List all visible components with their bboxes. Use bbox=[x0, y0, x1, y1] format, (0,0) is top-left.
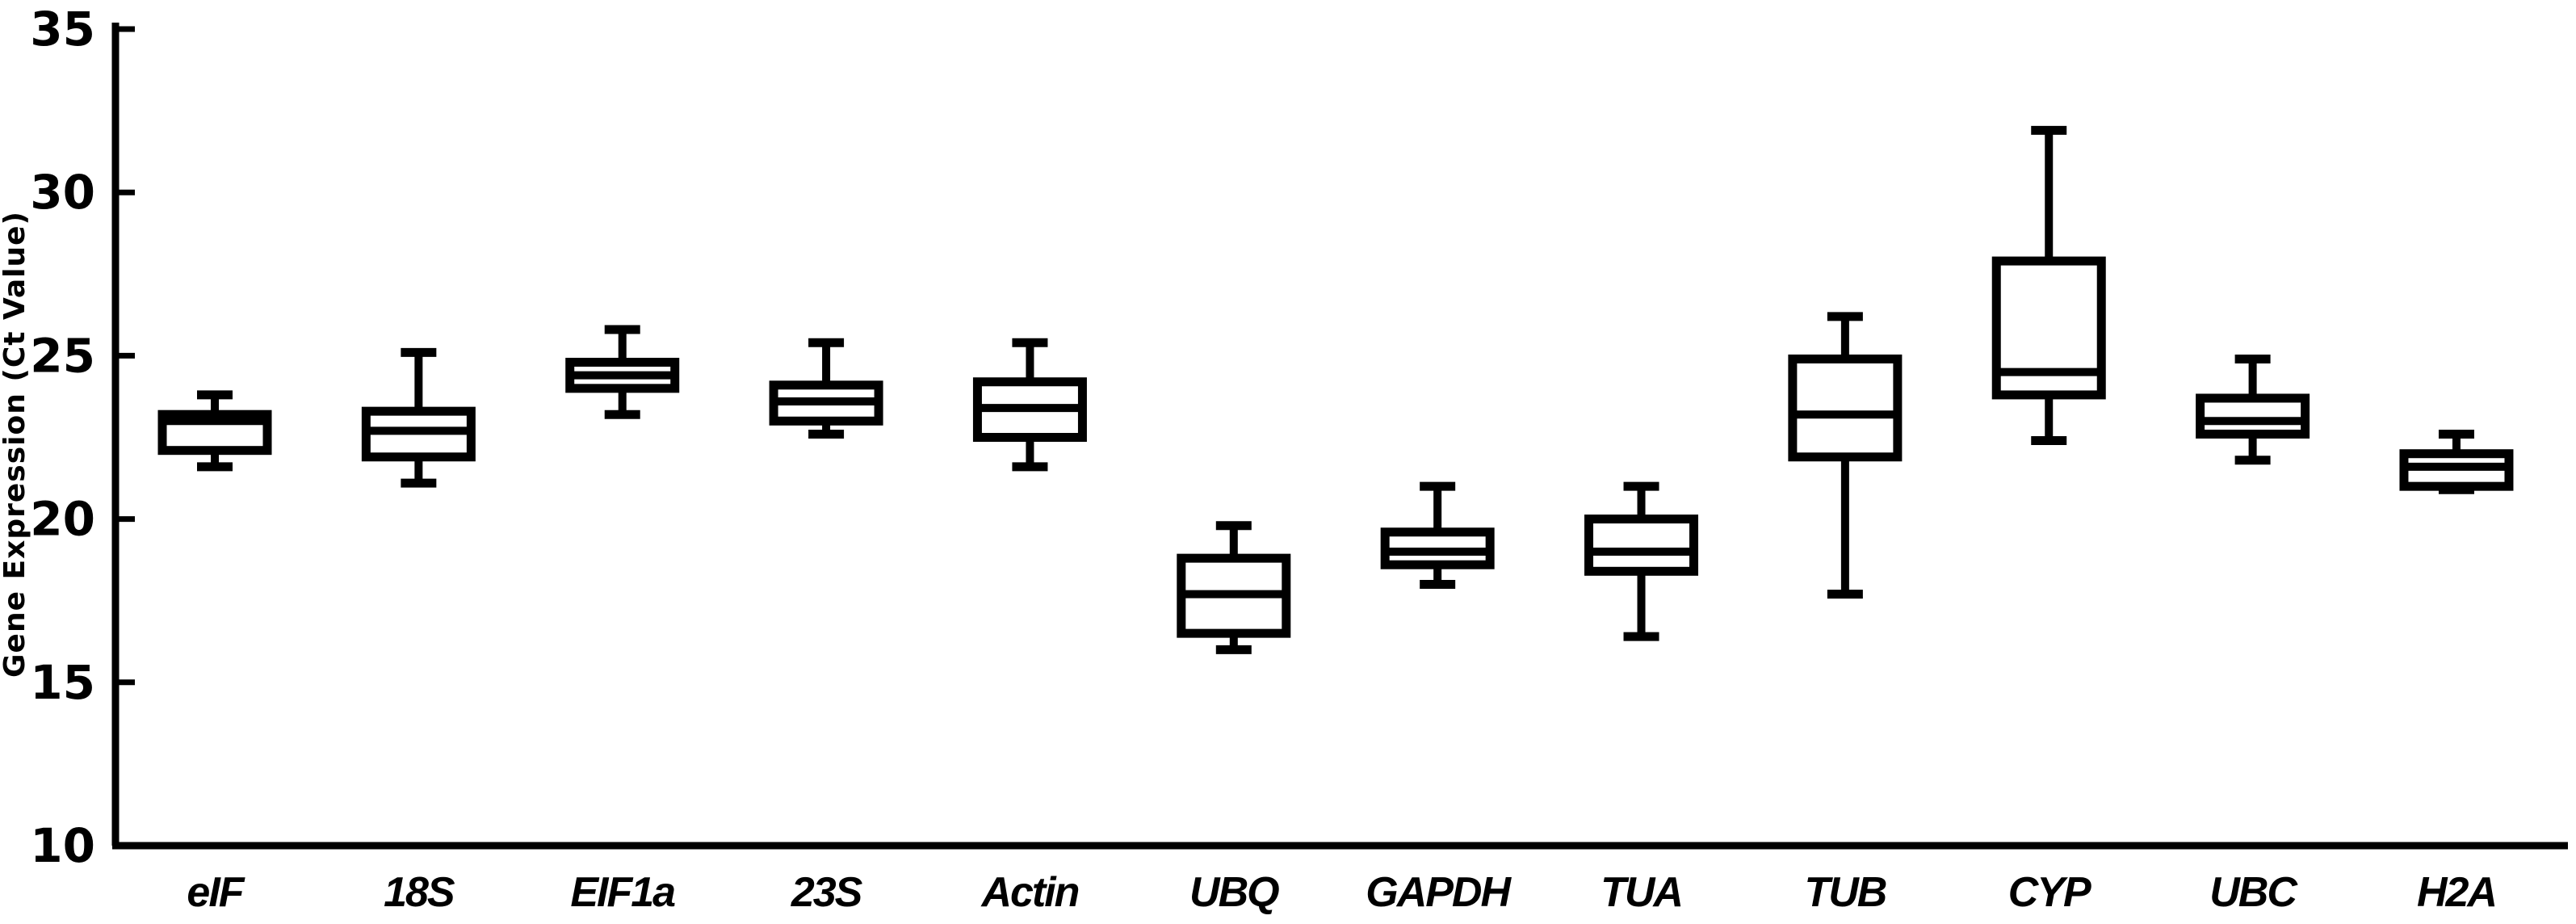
y-tick-label: 20 bbox=[30, 492, 95, 547]
x-tick-label-23S: 23S bbox=[791, 869, 863, 916]
y-tick-label: 35 bbox=[30, 2, 95, 57]
boxplot-EIF1a bbox=[565, 325, 680, 419]
boxplot-GAPDH bbox=[1380, 481, 1495, 589]
x-tick-label-UBC: UBC bbox=[2209, 869, 2298, 916]
iqr-box bbox=[1788, 354, 1903, 462]
x-tick-label-eIF: eIF bbox=[187, 869, 245, 916]
boxplot-Actin bbox=[972, 338, 1087, 472]
boxplot-18S bbox=[361, 347, 476, 488]
boxplot-TUB bbox=[1788, 312, 1903, 599]
x-tick-label-18S: 18S bbox=[384, 869, 455, 916]
x-tick-label-UBQ: UBQ bbox=[1189, 869, 1279, 916]
x-tick-label-TUA: TUA bbox=[1601, 869, 1682, 916]
boxplot-eIF bbox=[157, 390, 272, 472]
y-tick-label: 30 bbox=[30, 165, 95, 220]
y-tick-label: 15 bbox=[30, 655, 95, 710]
x-tick-label-Actin: Actin bbox=[980, 869, 1078, 916]
boxplot-CYP bbox=[1991, 125, 2106, 446]
boxplot-H2A bbox=[2399, 429, 2514, 494]
boxplot-TUA bbox=[1584, 481, 1699, 641]
x-tick-label-CYP: CYP bbox=[2008, 869, 2091, 916]
iqr-box bbox=[2196, 393, 2310, 439]
y-tick-label: 10 bbox=[30, 818, 95, 873]
y-tick-label: 25 bbox=[30, 328, 95, 383]
x-tick-label-H2A: H2A bbox=[2417, 869, 2496, 916]
boxplot-UBQ bbox=[1177, 521, 1291, 654]
x-tick-label-GAPDH: GAPDH bbox=[1366, 869, 1512, 916]
x-tick-label-TUB: TUB bbox=[1804, 869, 1886, 916]
boxplot-23S bbox=[769, 338, 883, 439]
boxplot-UBC bbox=[2196, 354, 2310, 465]
y-axis-title: Gene Expression (Ct Value) bbox=[0, 211, 31, 678]
x-tick-label-EIF1a: EIF1a bbox=[570, 869, 675, 916]
iqr-box bbox=[1584, 514, 1699, 576]
